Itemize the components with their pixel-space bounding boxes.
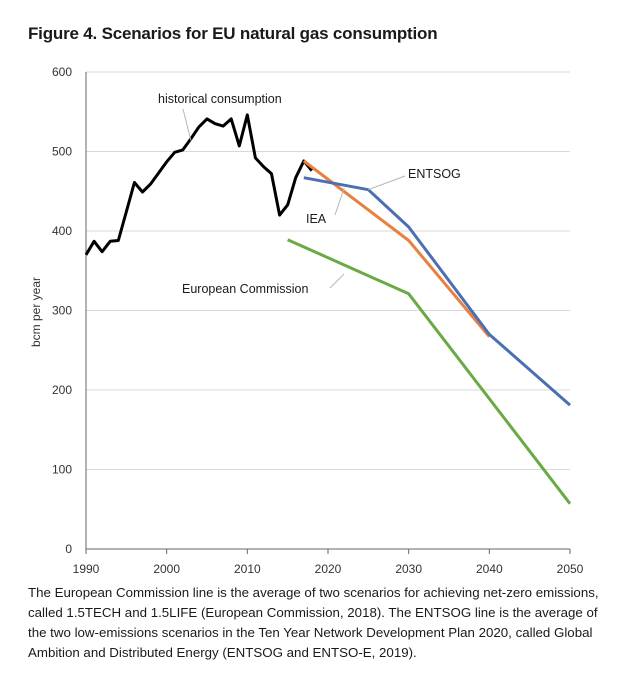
gridlines	[86, 71, 570, 470]
annotation-label: ENTSOG	[408, 167, 461, 181]
x-tick-label: 2010	[234, 562, 261, 576]
x-tick-label: 1990	[73, 562, 100, 576]
x-axis: 1990 2000 2010 2020 2030 2040 2050	[73, 548, 584, 576]
annotation-leader	[334, 187, 345, 216]
annotations: historical consumption ENTSOG IEA European …	[158, 92, 461, 296]
x-tick-label: 2030	[395, 562, 422, 576]
annotation-leader	[368, 175, 406, 191]
chart-title: Figure 4. Scenarios for EU natural gas c…	[28, 24, 438, 43]
x-tick-label: 2050	[557, 562, 584, 576]
figure-caption: The European Commission line is the aver…	[28, 585, 599, 660]
x-tick-label: 2040	[476, 562, 503, 576]
annotation-leader	[329, 273, 345, 289]
y-axis-label: bcm per year	[29, 277, 43, 347]
x-tick-label: 2020	[315, 562, 342, 576]
y-tick-label: 200	[52, 383, 72, 397]
x-tick-label: 2000	[153, 562, 180, 576]
y-tick-label: 300	[52, 304, 72, 318]
y-tick-label: 100	[52, 463, 72, 477]
y-tick-label: 600	[52, 65, 72, 79]
line-chart: 0 100 200 300 400 500 600 1990 2000 2010 2020 2030…	[29, 65, 584, 576]
annotation-label: historical consumption	[158, 92, 282, 106]
y-axis: 0 100 200 300 400 500 600	[52, 65, 87, 556]
y-tick-label: 400	[52, 224, 72, 238]
series-entsog	[303, 176, 571, 407]
annotation-label: European Commission	[182, 282, 308, 296]
annotation-label: IEA	[306, 212, 327, 226]
annotation-leader	[182, 108, 192, 141]
y-tick-label: 0	[65, 542, 72, 556]
series-european-commission	[287, 238, 572, 505]
series-iea	[302, 159, 491, 338]
y-tick-label: 500	[52, 145, 72, 159]
series-historical-consumption	[84, 113, 314, 256]
series-lines	[84, 113, 572, 505]
